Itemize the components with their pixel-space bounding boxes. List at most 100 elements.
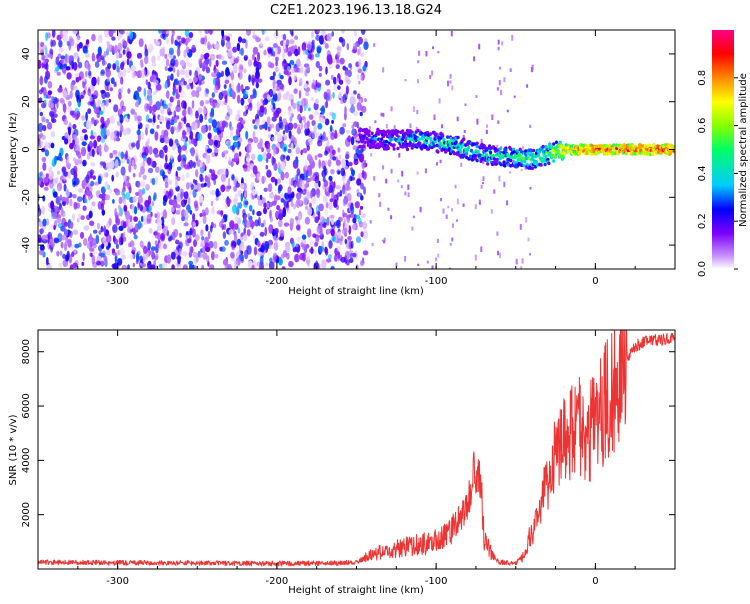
heatmap-noise-cell	[136, 99, 140, 105]
heatmap-speckle-cell	[358, 193, 361, 198]
heatmap-noise-cell	[221, 60, 228, 65]
heatmap-noise-cell	[67, 126, 72, 136]
heatmap-noise-cell	[102, 104, 106, 112]
heatmap-speckle-cell	[478, 43, 481, 50]
heatmap-noise-cell	[167, 111, 173, 116]
heatmap-noise-cell	[56, 34, 62, 41]
heatmap-noise-cell	[171, 30, 175, 37]
heatmap-noise-cell	[245, 130, 249, 140]
heatmap-noise-cell	[72, 123, 77, 130]
heatmap-signal-cell	[446, 135, 450, 139]
heatmap-noise-cell	[202, 60, 209, 69]
heatmap-speckle-cell	[503, 181, 506, 188]
heatmap-signal-cell	[420, 147, 424, 151]
heatmap-signal-cell	[460, 145, 464, 149]
heatmap-noise-cell	[89, 220, 95, 227]
heatmap-noise-cell	[220, 70, 225, 77]
heatmap-noise-cell	[267, 95, 271, 101]
heatmap-noise-cell	[193, 265, 197, 269]
heatmap-signal-cell	[522, 163, 526, 168]
heatmap-noise-cell	[41, 116, 46, 123]
heatmap-noise-cell	[306, 120, 310, 128]
heatmap-noise-cell	[240, 97, 245, 106]
heatmap-noise-cell	[116, 120, 121, 127]
heatmap-noise-cell	[318, 180, 321, 188]
heatmap-signal-cell	[523, 159, 527, 164]
heatmap-noise-cell	[250, 173, 255, 178]
heatmap-noise-cell	[172, 84, 176, 94]
heatmap-noise-cell	[346, 214, 351, 224]
snr-frame	[37, 329, 676, 570]
heatmap-noise-cell	[275, 56, 279, 62]
heatmap-noise-cell	[317, 123, 323, 130]
heatmap-noise-cell	[256, 101, 260, 111]
heatmap-noise-cell	[207, 230, 211, 240]
heatmap-noise-cell	[140, 263, 147, 268]
heatmap-noise-cell	[182, 264, 189, 269]
heatmap-noise-cell	[213, 223, 217, 229]
heatmap-noise-cell	[232, 46, 238, 53]
heatmap-noise-cell	[106, 129, 110, 137]
heatmap-noise-cell	[94, 107, 100, 115]
heatmap-noise-cell	[113, 262, 119, 269]
heatmap-speckle-cell	[435, 257, 437, 262]
heatmap-noise-cell	[342, 212, 348, 218]
heatmap-noise-cell	[330, 228, 335, 237]
heatmap-noise-cell	[364, 98, 367, 103]
heatmap-signal-cell	[501, 155, 505, 159]
heatmap-noise-cell	[200, 229, 204, 237]
heatmap-noise-cell	[205, 154, 211, 160]
heatmap-noise-cell	[331, 31, 335, 37]
heatmap-noise-cell	[41, 156, 47, 163]
heatmap-signal-cell	[590, 143, 594, 148]
heatmap-noise-cell	[43, 99, 47, 109]
heatmap-noise-cell	[337, 231, 342, 239]
heatmap-noise-cell	[311, 176, 316, 181]
heatmap-noise-cell	[286, 252, 290, 260]
heatmap-noise-cell	[111, 45, 115, 54]
heatmap-noise-cell	[165, 58, 170, 67]
heatmap-speckle-cell	[397, 179, 400, 183]
colorbar-tick-label: 0.0	[697, 261, 708, 277]
heatmap-noise-cell	[117, 258, 123, 266]
heatmap-noise-cell	[133, 94, 136, 100]
heatmap-noise-cell	[228, 156, 232, 165]
heatmap-speckle-cell	[480, 246, 483, 252]
heatmap-noise-cell	[208, 58, 212, 68]
heatmap-noise-cell	[229, 126, 234, 131]
heatmap-noise-cell	[81, 179, 86, 190]
heatmap-noise-cell	[318, 65, 323, 72]
heatmap-speckle-cell	[433, 114, 436, 120]
heatmap-noise-cell	[163, 243, 167, 250]
heatmap-speckle-cell	[429, 75, 432, 79]
heatmap-noise-cell	[91, 148, 95, 158]
heatmap-noise-cell	[41, 54, 46, 61]
heatmap-noise-cell	[39, 244, 45, 251]
heatmap-speckle-cell	[429, 141, 432, 147]
heatmap-noise-cell	[224, 204, 228, 209]
heatmap-noise-cell	[278, 119, 283, 129]
heatmap-noise-cell	[343, 165, 349, 170]
heatmap-noise-cell	[54, 177, 59, 184]
heatmap-speckle-cell	[387, 207, 390, 211]
heatmap-noise-cell	[164, 136, 170, 144]
heatmap-speckle-cell	[431, 265, 434, 269]
heatmap-noise-cell	[326, 92, 332, 102]
heatmap-noise-cell	[168, 47, 174, 55]
heatmap-noise-cell	[335, 64, 340, 70]
heatmap-noise-cell	[212, 101, 217, 109]
heatmap-noise-cell	[158, 30, 162, 34]
heatmap-noise-cell	[342, 123, 347, 128]
heatmap-noise-cell	[240, 257, 244, 264]
heatmap-noise-cell	[182, 144, 186, 151]
heatmap-noise-cell	[195, 110, 199, 119]
heatmap-noise-cell	[124, 42, 128, 47]
heatmap-noise-cell	[261, 30, 265, 36]
heatmap-noise-cell	[105, 172, 109, 178]
heatmap-noise-cell	[173, 110, 177, 118]
heatmap-noise-cell	[172, 91, 176, 96]
heatmap-noise-cell	[295, 192, 302, 200]
heatmap-noise-cell	[333, 254, 338, 262]
heatmap-noise-cell	[188, 138, 192, 145]
